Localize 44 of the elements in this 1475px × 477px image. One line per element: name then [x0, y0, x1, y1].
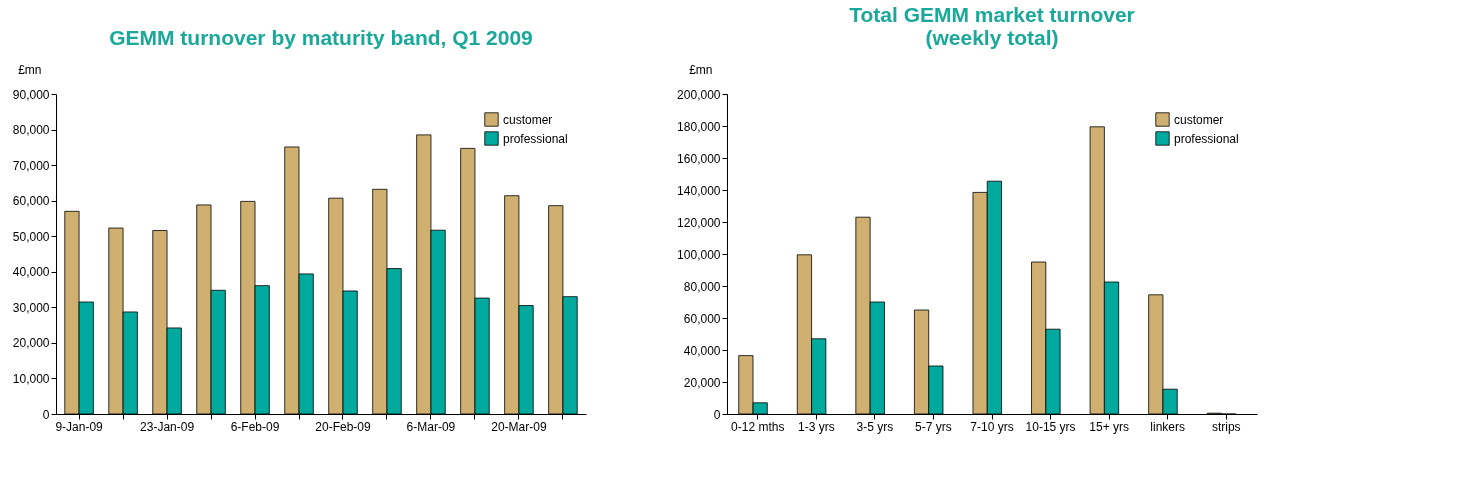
- y-tick-label: 160,000: [677, 151, 721, 166]
- y-tick-label: 90,000: [12, 87, 50, 102]
- y-tick-label: 180,000: [677, 119, 721, 134]
- y-tick-label: 80,000: [683, 279, 721, 294]
- x-tick-label: 7-10 yrs: [970, 419, 1014, 434]
- x-tick-label: 20-Feb-09: [315, 419, 371, 434]
- legend-label: professional: [503, 131, 568, 146]
- x-tick-label: 3-5 yrs: [856, 419, 894, 434]
- legend-label: customer: [503, 112, 553, 127]
- y-axis-title: £mn: [18, 62, 42, 77]
- x-tick-label: linkers: [1150, 419, 1186, 434]
- chart-title: GEMM turnover by maturity band, Q1 2009: [109, 26, 533, 49]
- y-tick-label: 40,000: [683, 343, 721, 358]
- y-axis-title: £mn: [689, 62, 713, 77]
- x-tick-label: 15+ yrs: [1089, 419, 1129, 434]
- x-tick-label: 23-Jan-09: [140, 419, 195, 434]
- chart-title: Total GEMM market turnover (weekly total): [849, 3, 1135, 49]
- legend-label: professional: [1174, 131, 1239, 146]
- x-tick-label: 6-Feb-09: [230, 419, 280, 434]
- y-tick-label: 100,000: [677, 247, 721, 262]
- x-tick-label: 20-Mar-09: [491, 419, 547, 434]
- x-tick-label: 6-Mar-09: [406, 419, 456, 434]
- y-tick-label: 120,000: [677, 215, 721, 230]
- x-tick-label: 1-3 yrs: [797, 419, 835, 434]
- y-tick-label: 80,000: [12, 123, 50, 138]
- x-tick-label: 10-15 yrs: [1025, 419, 1076, 434]
- y-tick-label: 0: [713, 407, 721, 422]
- legend-label: customer: [1174, 112, 1224, 127]
- y-tick-label: 50,000: [12, 229, 50, 244]
- y-tick-label: 40,000: [12, 265, 50, 280]
- y-tick-label: 200,000: [677, 87, 721, 102]
- x-tick-label: 9-Jan-09: [55, 419, 104, 434]
- y-tick-label: 10,000: [12, 371, 50, 386]
- y-tick-label: 20,000: [12, 336, 50, 351]
- y-tick-label: 70,000: [12, 158, 50, 173]
- y-tick-label: 60,000: [683, 311, 721, 326]
- y-tick-label: 30,000: [12, 300, 50, 315]
- y-tick-label: 140,000: [677, 183, 721, 198]
- y-tick-label: 20,000: [683, 375, 721, 390]
- y-tick-label: 0: [42, 407, 50, 422]
- y-tick-label: 60,000: [12, 194, 50, 209]
- x-tick-label: 5-7 yrs: [915, 419, 952, 434]
- x-tick-label: strips: [1211, 419, 1241, 434]
- x-tick-label: 0-12 mths: [731, 419, 785, 434]
